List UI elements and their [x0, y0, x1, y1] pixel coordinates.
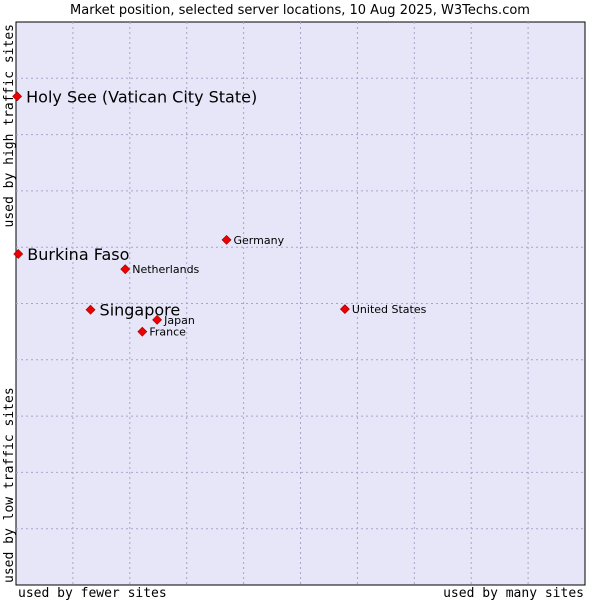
grid: [16, 22, 585, 585]
point-label: Netherlands: [132, 263, 199, 276]
point-marker: [137, 326, 148, 337]
y-axis-label-top: used by high traffic sites: [2, 24, 17, 228]
data-point-holy-see-vatican-city-state: Holy See (Vatican City State): [12, 87, 257, 106]
point-marker: [85, 304, 96, 315]
point-label: United States: [352, 303, 427, 316]
point-label: Burkina Faso: [27, 245, 129, 264]
x-axis-label-right: used by many sites: [443, 586, 584, 600]
point-label: France: [149, 326, 186, 339]
data-point-netherlands: Netherlands: [120, 263, 200, 276]
point-marker: [13, 249, 24, 259]
point-label: Germany: [234, 234, 285, 247]
point-marker: [339, 304, 350, 315]
point-marker: [152, 314, 163, 325]
point-marker: [120, 264, 131, 275]
data-point-germany: Germany: [221, 234, 285, 247]
data-point-france: France: [137, 326, 186, 339]
data-point-japan: Japan: [152, 314, 195, 327]
x-axis-label-left: used by fewer sites: [18, 586, 167, 600]
point-label: Japan: [163, 314, 195, 327]
y-axis-label-bottom: used by low traffic sites: [2, 387, 17, 583]
point-label: Singapore: [100, 301, 181, 320]
chart-title: Market position, selected server locatio…: [70, 3, 530, 18]
point-marker: [221, 234, 232, 245]
data-point-burkina-faso: Burkina Faso: [13, 245, 129, 264]
point-marker: [12, 91, 23, 102]
point-label: Holy See (Vatican City State): [26, 87, 257, 106]
data-point-singapore: Singapore: [85, 301, 181, 320]
data-points: Holy See (Vatican City State) Burkina Fas…: [12, 87, 427, 339]
data-point-united-states: United States: [339, 303, 427, 316]
